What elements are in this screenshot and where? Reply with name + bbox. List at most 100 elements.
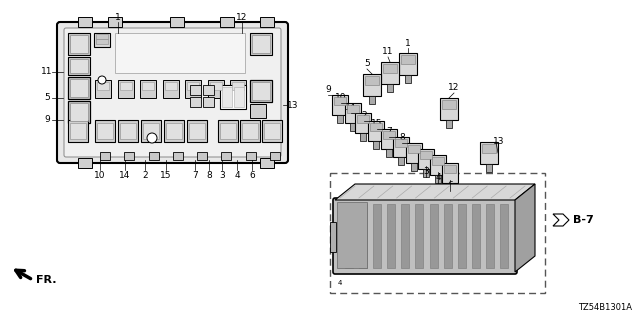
FancyBboxPatch shape (64, 28, 281, 157)
Text: 14: 14 (346, 103, 356, 113)
Bar (70, 35, 88, 53)
Bar (480, 142, 498, 164)
Text: 7: 7 (192, 171, 198, 180)
Bar (381, 62, 399, 84)
Bar (330, 173, 545, 293)
Bar (209, 82, 221, 90)
Text: 2: 2 (361, 111, 367, 121)
Bar (68, 57, 90, 75)
Bar (472, 204, 480, 268)
Bar (108, 17, 122, 27)
Bar (218, 120, 238, 142)
Bar (387, 204, 396, 268)
Bar (164, 82, 177, 90)
Bar (120, 82, 131, 90)
Bar (234, 87, 244, 107)
Bar (368, 121, 384, 141)
Text: 12: 12 (236, 13, 248, 22)
Bar (222, 87, 232, 107)
Bar (230, 80, 246, 98)
Bar (70, 79, 88, 97)
Bar (330, 222, 336, 252)
Bar (166, 123, 182, 139)
Bar (420, 151, 432, 159)
Bar (405, 75, 411, 83)
Bar (203, 97, 214, 107)
Text: 12: 12 (448, 84, 460, 92)
Bar (187, 82, 199, 90)
Bar (332, 95, 348, 115)
Bar (94, 33, 110, 47)
Bar (401, 204, 410, 268)
Bar (100, 152, 110, 160)
Bar (440, 98, 458, 120)
Bar (370, 123, 382, 131)
Bar (393, 137, 409, 157)
Bar (96, 39, 108, 44)
Bar (345, 204, 353, 268)
Bar (190, 85, 201, 95)
Bar (142, 82, 154, 90)
Text: 8: 8 (399, 133, 405, 142)
Bar (432, 157, 444, 165)
Bar (334, 97, 346, 105)
Bar (97, 123, 113, 139)
Bar (446, 120, 452, 128)
Bar (246, 152, 256, 160)
Bar (435, 175, 441, 183)
Bar (140, 80, 156, 98)
Bar (95, 120, 115, 142)
Bar (447, 183, 453, 191)
Bar (444, 204, 452, 268)
Bar (395, 139, 407, 147)
Bar (120, 123, 136, 139)
Bar (164, 120, 184, 142)
Text: TZ54B1301A: TZ54B1301A (578, 303, 632, 312)
Bar (96, 34, 108, 39)
Bar (124, 152, 134, 160)
Text: 4: 4 (435, 172, 441, 181)
Bar (430, 155, 446, 175)
Text: 5: 5 (364, 60, 370, 68)
FancyBboxPatch shape (57, 22, 288, 163)
Text: 5: 5 (44, 93, 50, 102)
Bar (220, 85, 246, 109)
Bar (220, 17, 234, 27)
Bar (250, 104, 266, 118)
Bar (373, 141, 379, 149)
Text: 11: 11 (382, 47, 394, 57)
Bar (221, 152, 232, 160)
Bar (381, 129, 397, 149)
Bar (203, 85, 214, 95)
Bar (70, 59, 88, 73)
Bar (118, 120, 138, 142)
Bar (70, 123, 86, 139)
Text: FR.: FR. (36, 275, 56, 285)
Bar (429, 204, 438, 268)
Text: 13: 13 (287, 100, 299, 109)
Bar (337, 202, 367, 268)
Bar (444, 165, 456, 173)
Bar (365, 76, 379, 85)
Bar (260, 158, 274, 168)
Text: 13: 13 (493, 138, 505, 147)
Bar (68, 120, 88, 142)
Text: 1: 1 (405, 38, 411, 47)
Text: 6: 6 (249, 171, 255, 180)
Text: 4: 4 (234, 171, 240, 180)
Polygon shape (515, 184, 535, 272)
Bar (78, 158, 92, 168)
Bar (412, 163, 417, 171)
Bar (207, 80, 223, 98)
Bar (68, 77, 90, 99)
Text: 15: 15 (160, 171, 172, 180)
Bar (369, 96, 375, 104)
Bar (118, 80, 134, 98)
Bar (190, 97, 201, 107)
Bar (486, 164, 492, 172)
Bar (337, 115, 343, 123)
Bar (442, 100, 456, 109)
Bar (78, 17, 92, 27)
Bar (70, 103, 88, 121)
Bar (232, 82, 244, 90)
